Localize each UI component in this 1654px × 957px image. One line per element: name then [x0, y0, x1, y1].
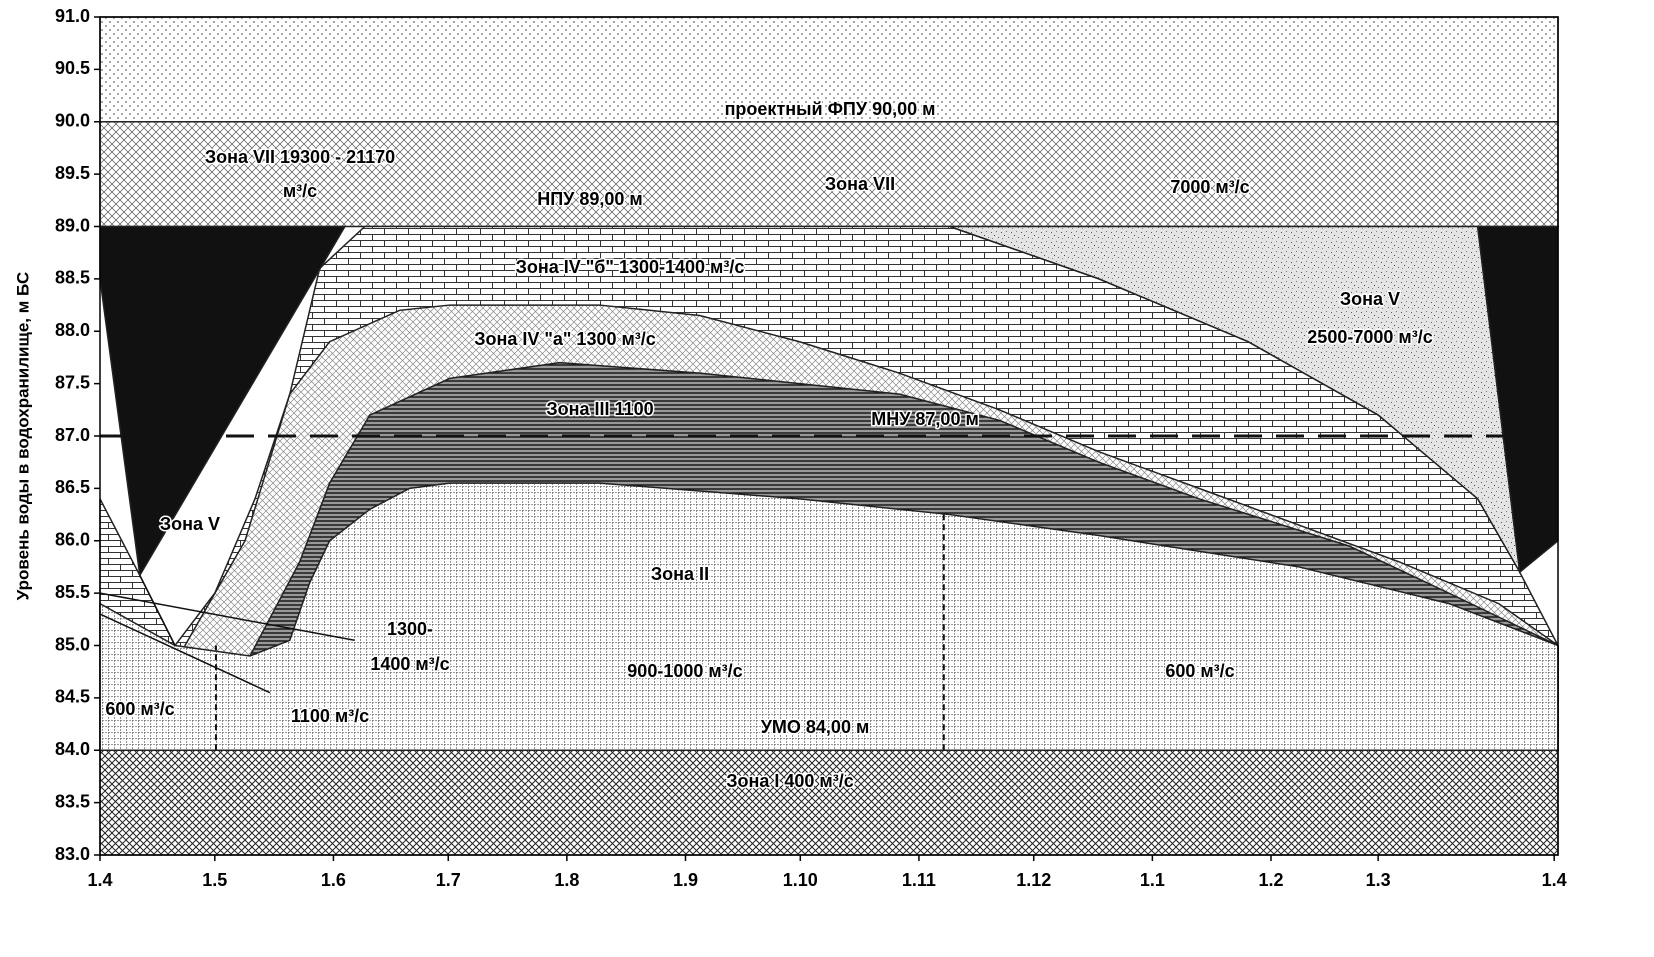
x-tick-label: 1.9: [673, 870, 698, 890]
y-tick-label: 89.0: [55, 215, 90, 235]
zone-annotation: Зона VII: [825, 174, 895, 194]
zone-annotation: 1300-: [387, 619, 433, 639]
zone-annotation: 600 м³/с: [105, 699, 174, 719]
y-tick-label: 87.0: [55, 425, 90, 445]
zone-annotation: Зона VII 19300 - 21170: [205, 147, 395, 167]
guide-line: [99, 592, 355, 641]
x-tick-label: 1.11: [902, 870, 936, 890]
zone-area: [99, 749, 1559, 856]
zone-annotation: 2500-7000 м³/с: [1307, 327, 1432, 347]
guide-line: [139, 574, 176, 646]
y-tick-label: 90.0: [55, 111, 90, 131]
zone-annotation: Зона II: [651, 564, 709, 584]
y-tick-label: 89.5: [55, 163, 90, 183]
zone-annotation: Зона III 1100: [546, 399, 653, 419]
x-tick-label: 1.5: [202, 870, 227, 890]
x-tick-label: 1.4: [87, 870, 112, 890]
y-axis-label: Уровень воды в водохранилище, м БС: [13, 272, 32, 601]
x-tick-label: 1.2: [1258, 870, 1283, 890]
y-tick-label: 88.0: [55, 320, 90, 340]
y-tick-label: 83.0: [55, 844, 90, 864]
zone-annotation: Зона IV "б" 1300-1400 м³/с: [516, 257, 745, 277]
x-tick-label: 1.6: [321, 870, 346, 890]
zone-annotation: МНУ 87,00 м: [871, 409, 979, 429]
x-tick-label: 1.10: [783, 870, 818, 890]
x-tick-label: 1.7: [436, 870, 461, 890]
overlay: [99, 434, 1558, 751]
y-tick-label: 84.5: [55, 687, 90, 707]
zone-annotation: 600 м³/с: [1165, 661, 1234, 681]
y-tick-label: 87.5: [55, 372, 90, 392]
guide-line: [99, 613, 271, 694]
y-tick-label: 84.0: [55, 739, 90, 759]
x-tick-label: 1.1: [1140, 870, 1165, 890]
zone-annotation: 900-1000 м³/с: [627, 661, 742, 681]
zone-annotation: НПУ 89,00 м: [537, 189, 643, 209]
y-tick-label: 91.0: [55, 6, 90, 26]
y-tick-label: 86.5: [55, 477, 90, 497]
y-tick-label: 86.0: [55, 530, 90, 550]
zone-annotation: 1100 м³/с: [291, 706, 369, 726]
y-tick-label: 83.5: [55, 791, 90, 811]
zone-annotation: Зона IV "а" 1300 м³/с: [474, 329, 656, 349]
y-tick-label: 88.5: [55, 268, 90, 288]
zone-annotation: УМО 84,00 м: [761, 717, 870, 737]
zone-annotation: Зона I 400 м³/с: [726, 771, 854, 791]
y-tick-label: 90.5: [55, 58, 90, 78]
y-tick-label: 85.0: [55, 634, 90, 654]
x-tick-label: 1.4: [1542, 870, 1567, 890]
zone-annotation: Зона V: [1340, 289, 1400, 309]
zones: [99, 16, 1559, 856]
x-tick-label: 1.8: [554, 870, 579, 890]
zone-annotation: проектный ФПУ 90,00 м: [725, 99, 936, 119]
zone-annotation: 1400 м³/с: [370, 654, 449, 674]
y-tick-label: 85.5: [55, 582, 90, 602]
zone-annotation: Зона V: [160, 514, 220, 534]
zone-annotation: м³/с: [283, 181, 317, 201]
zone-annotation: 7000 м³/с: [1170, 177, 1249, 197]
x-tick-label: 1.3: [1366, 870, 1391, 890]
x-tick-label: 1.12: [1016, 870, 1051, 890]
